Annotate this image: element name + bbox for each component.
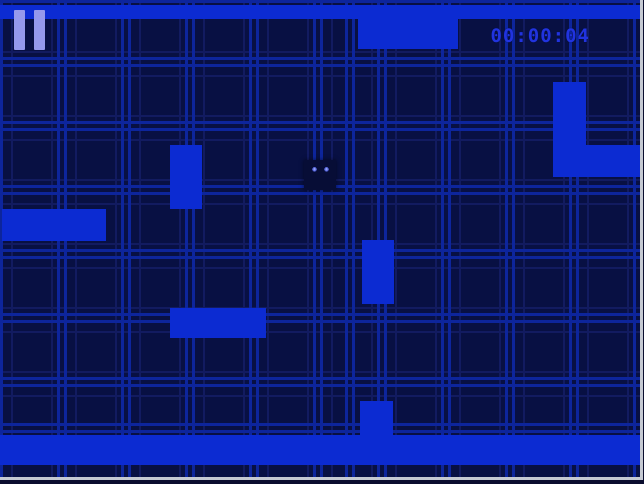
player-eye-left-icon [312, 167, 317, 172]
platform-mid-horizontal-ledge [170, 308, 266, 338]
platform-tall-block [170, 145, 202, 209]
platform-l-shape-vertical [553, 82, 586, 177]
platform-top-center-block [358, 19, 458, 49]
platform-l-shape-arm [586, 145, 640, 177]
platform-mid-vertical-block [362, 240, 394, 304]
pause-button[interactable] [14, 10, 45, 50]
pause-icon [14, 10, 25, 50]
platform-floor-bar [0, 435, 640, 465]
player-character [304, 160, 336, 190]
player-eye-right-icon [324, 167, 329, 172]
platform-top-bar [0, 5, 640, 19]
pause-icon [34, 10, 45, 50]
timer-display: 00:00:04 [490, 25, 590, 47]
platform-left-ledge [2, 209, 106, 241]
platform-bottom-pedestal [360, 401, 393, 435]
